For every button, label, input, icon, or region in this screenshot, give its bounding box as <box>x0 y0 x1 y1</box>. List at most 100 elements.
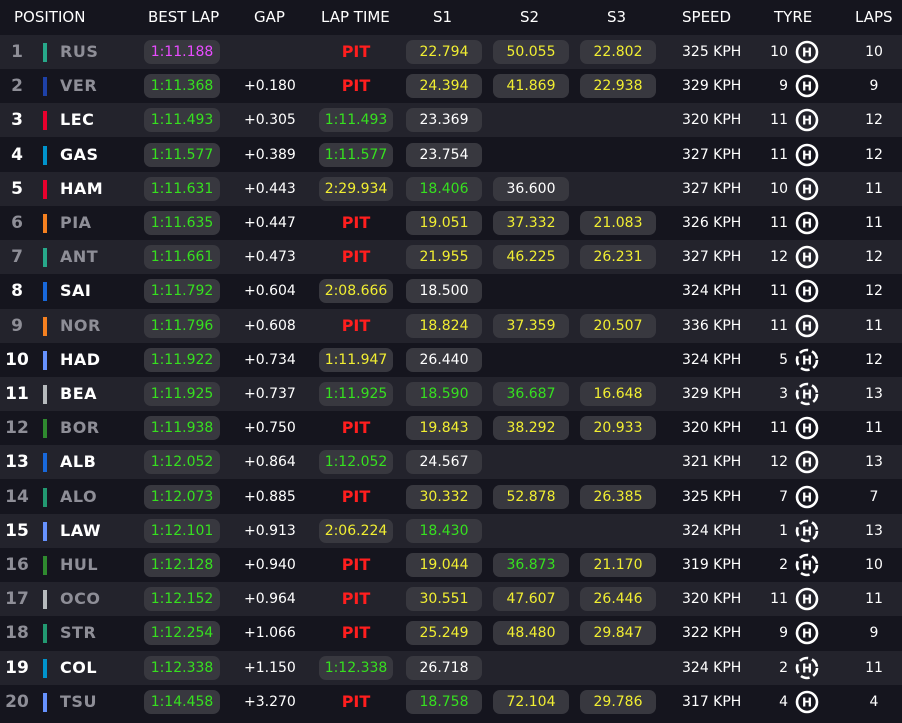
hard-tyre-new-icon: H <box>795 382 819 406</box>
svg-text:H: H <box>802 285 812 299</box>
laps-count: 11 <box>865 591 883 608</box>
tyre-age: 10 <box>770 44 788 60</box>
tyre-age: 12 <box>770 249 788 266</box>
table-row[interactable]: 11 BEA 1:11.925 +0.737 1:11.925 18.590 36.687 1… <box>0 377 902 411</box>
sector-s2: 72.104 <box>493 689 569 714</box>
driver-code[interactable]: BOR <box>60 418 100 438</box>
sector-s1: 23.369 <box>406 108 482 133</box>
hard-tyre-new-icon: H <box>795 656 819 680</box>
sector-s3: 22.938 <box>580 74 656 99</box>
driver-code[interactable]: STR <box>60 623 97 643</box>
table-row[interactable]: 1 RUS 1:11.188 PIT 22.794 50.055 22.802 325 KPH… <box>0 35 902 69</box>
table-row[interactable]: 18 STR 1:12.254 +1.066 PIT 25.249 48.480 29.847… <box>0 616 902 651</box>
header-s1[interactable]: S1 <box>433 8 453 26</box>
table-row[interactable]: 2 VER 1:11.368 +0.180 PIT 24.394 41.869 22.938 3… <box>0 69 902 104</box>
speed-value: 324 KPH <box>682 659 742 676</box>
driver-code[interactable]: HAD <box>60 349 101 369</box>
tyre-age: 11 <box>770 283 788 300</box>
laps-count: 11 <box>865 420 883 437</box>
svg-text:H: H <box>802 627 812 641</box>
table-row[interactable]: 20 TSU 1:14.458 +3.270 PIT 18.758 72.104 29.786… <box>0 684 902 719</box>
laps-count: 12 <box>865 249 883 266</box>
driver-code[interactable]: ALB <box>60 452 97 472</box>
sector-s2: 48.480 <box>493 621 569 646</box>
header-laps[interactable]: LAPS <box>855 8 893 26</box>
sector-s1: 19.843 <box>406 416 482 441</box>
driver-code[interactable]: OCO <box>60 589 101 609</box>
best-lap-time: 1:11.792 <box>144 279 220 304</box>
lap-time: 1:11.925 <box>319 382 393 406</box>
header-best-lap[interactable]: BEST LAP <box>148 8 220 26</box>
driver-code[interactable]: HUL <box>60 555 99 574</box>
sector-s3: 22.802 <box>580 40 656 64</box>
table-row[interactable]: 14 ALO 1:12.073 +0.885 PIT 30.332 52.878 26.385… <box>0 479 902 514</box>
driver-code[interactable]: GAS <box>60 144 99 164</box>
hard-tyre-icon: H <box>795 245 819 269</box>
header-tyre[interactable]: TYRE <box>774 8 813 26</box>
table-row[interactable]: 12 BOR 1:11.938 +0.750 PIT 19.843 38.292 20.933… <box>0 411 902 446</box>
tyre-age: 1 <box>779 522 788 539</box>
sector-s1: 18.406 <box>406 176 482 201</box>
table-row[interactable]: 10 HAD 1:11.922 +0.734 1:11.947 26.440 324 KPH… <box>0 342 902 377</box>
driver-code[interactable]: PIA <box>60 213 92 232</box>
header-s3[interactable]: S3 <box>607 8 627 26</box>
driver-code[interactable]: LEC <box>60 110 95 130</box>
team-color-bar <box>43 145 47 165</box>
sector-s3: 29.847 <box>580 621 656 646</box>
laps-count: 11 <box>865 659 883 676</box>
speed-value: 324 KPH <box>682 283 742 300</box>
driver-code[interactable]: TSU <box>60 691 97 711</box>
driver-code[interactable]: BEA <box>60 384 98 403</box>
svg-text:H: H <box>802 80 812 94</box>
driver-code[interactable]: SAI <box>60 281 92 301</box>
table-row[interactable]: 4 GAS 1:11.577 +0.389 1:11.577 23.754 327 KPH 1… <box>0 137 902 172</box>
driver-code[interactable]: HAM <box>60 178 104 198</box>
position-number: 14 <box>5 486 29 507</box>
sector-s2: 36.873 <box>493 553 569 577</box>
sector-s3: 16.648 <box>580 382 656 406</box>
tyre-age: 4 <box>779 693 788 710</box>
table-row[interactable]: 7 ANT 1:11.661 +0.473 PIT 21.955 46.225 26.231 3… <box>0 240 902 275</box>
header-position[interactable]: POSITION <box>14 8 86 26</box>
table-row[interactable]: 16 HUL 1:12.128 +0.940 PIT 19.044 36.873 21.170… <box>0 548 902 582</box>
lap-time: 2:29.934 <box>319 176 393 201</box>
laps-count: 12 <box>865 283 883 300</box>
gap-value: +1.150 <box>244 659 296 676</box>
sector-s1: 26.440 <box>406 347 482 372</box>
table-row[interactable]: 3 LEC 1:11.493 +0.305 1:11.493 23.369 320 KPH 1… <box>0 103 902 138</box>
driver-code[interactable]: NOR <box>60 315 101 335</box>
header-speed[interactable]: SPEED <box>682 8 732 26</box>
table-row[interactable]: 5 HAM 1:11.631 +0.443 2:29.934 18.406 36.600 32… <box>0 171 902 206</box>
hard-tyre-icon: H <box>795 211 819 235</box>
table-row[interactable]: 17 OCO 1:12.152 +0.964 PIT 30.551 47.607 26.446… <box>0 582 902 617</box>
table-row[interactable]: 9 NOR 1:11.796 +0.608 PIT 18.824 37.359 20.507 3… <box>0 308 902 343</box>
driver-code[interactable]: RUS <box>60 42 99 61</box>
speed-value: 320 KPH <box>682 112 742 129</box>
hard-tyre-icon: H <box>795 74 819 98</box>
driver-code[interactable]: ALO <box>60 486 98 506</box>
hard-tyre-icon: H <box>795 587 819 611</box>
team-color-bar <box>43 658 47 678</box>
gap-value: +0.389 <box>244 146 296 163</box>
best-lap-time: 1:14.458 <box>144 689 220 714</box>
sector-s1: 18.758 <box>406 689 482 714</box>
header-gap[interactable]: GAP <box>254 8 285 26</box>
team-color-bar <box>43 179 47 199</box>
gap-value: +0.940 <box>244 557 296 573</box>
header-s2[interactable]: S2 <box>520 8 540 26</box>
table-row[interactable]: 6 PIA 1:11.635 +0.447 PIT 19.051 37.332 21.083 3… <box>0 206 902 240</box>
table-header: POSITION BEST LAP GAP LAP TIME S1 S2 S3 … <box>0 0 902 34</box>
table-row[interactable]: 8 SAI 1:11.792 +0.604 2:08.666 18.500 324 KPH 1… <box>0 274 902 309</box>
table-row[interactable]: 13 ALB 1:12.052 +0.864 1:12.052 24.567 321 KPH… <box>0 445 902 480</box>
tyre-age: 9 <box>779 625 788 642</box>
svg-text:H: H <box>802 251 812 265</box>
tyre-age: 9 <box>779 78 788 95</box>
driver-code[interactable]: COL <box>60 657 98 677</box>
table-row[interactable]: 15 LAW 1:12.101 +0.913 2:06.224 18.430 324 KPH… <box>0 513 902 548</box>
position-number: 5 <box>11 178 23 199</box>
driver-code[interactable]: ANT <box>60 247 99 267</box>
driver-code[interactable]: LAW <box>60 520 102 540</box>
driver-code[interactable]: VER <box>60 76 98 96</box>
table-row[interactable]: 19 COL 1:12.338 +1.150 1:12.338 26.718 324 KPH… <box>0 650 902 685</box>
header-lap-time[interactable]: LAP TIME <box>321 8 390 26</box>
